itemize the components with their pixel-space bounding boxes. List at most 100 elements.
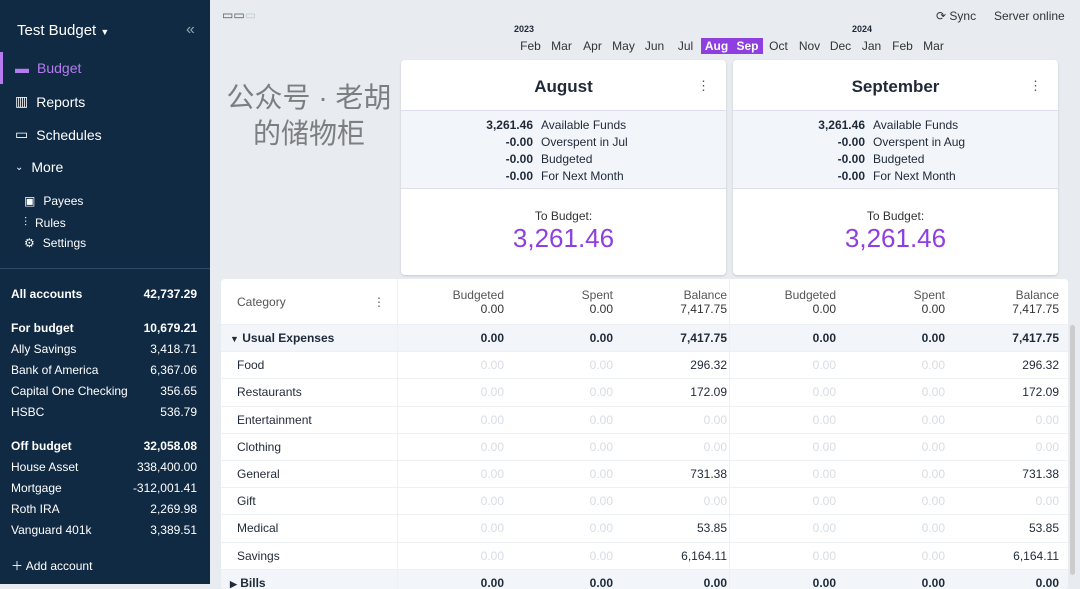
budgeted-cell[interactable]: 0.00 <box>480 494 504 509</box>
budgeted-cell[interactable]: 0.00 <box>812 439 836 454</box>
budgeted-cell[interactable]: 0.00 <box>812 412 836 427</box>
column-header: Balance 7,417.75 <box>613 288 727 316</box>
budgeted-cell[interactable]: 0.00 <box>480 521 504 536</box>
nav-schedules[interactable]: ▭ Schedules <box>15 126 102 143</box>
spent-cell: 0.00 <box>589 494 613 509</box>
nav-settings[interactable]: ⚙ Settings <box>24 236 86 250</box>
account-item[interactable]: Roth IRA 2,269.98 <box>11 502 197 516</box>
budgeted-cell[interactable]: 0.00 <box>480 548 504 563</box>
month-summary-card: September ⋮ 3,261.46 Available Funds -0.00 Ov… <box>733 60 1058 275</box>
spent-cell: 0.00 <box>921 521 945 536</box>
budgeted-cell[interactable]: 0.00 <box>812 548 836 563</box>
month-jun[interactable]: Jun <box>644 39 665 53</box>
column-header: Balance 7,417.75 <box>945 288 1059 316</box>
category-name[interactable]: General <box>237 467 280 482</box>
category-name[interactable]: Food <box>237 358 265 373</box>
label: For Next Month <box>873 169 956 183</box>
category-name[interactable]: Gift <box>237 494 256 509</box>
budgeted-cell[interactable]: 0.00 <box>812 385 836 400</box>
category-header: Category <box>237 294 286 309</box>
sync-button[interactable]: ⟳ Sync <box>936 9 976 23</box>
view-toggle-icons[interactable]: ▭▭▭ <box>222 8 257 22</box>
month-feb[interactable]: Feb <box>520 39 541 53</box>
collapse-sidebar-icon[interactable]: « <box>186 21 195 38</box>
nav-more[interactable]: ⌄ More <box>15 159 63 175</box>
scrollbar[interactable] <box>1070 325 1075 575</box>
budgeted-cell[interactable]: 0.00 <box>480 439 504 454</box>
to-budget-value[interactable]: 3,261.46 <box>844 223 947 253</box>
month-sep[interactable]: Sep <box>732 38 763 54</box>
budgeted-cell[interactable]: 0.00 <box>480 358 504 373</box>
month-mar[interactable]: Mar <box>923 39 944 53</box>
menu-dots-icon[interactable]: ⋮ <box>1029 78 1042 93</box>
to-budget-label: To Budget: <box>534 209 593 223</box>
account-item[interactable]: Vanguard 401k 3,389.51 <box>11 523 197 537</box>
month-nov[interactable]: Nov <box>798 39 821 53</box>
label: For Next Month <box>541 169 624 183</box>
budgeted-cell[interactable]: 0.00 <box>480 385 504 400</box>
account-item[interactable]: Bank of America 6,367.06 <box>11 363 197 377</box>
summary-row: 3,261.46 Available Funds <box>401 117 726 134</box>
budgeted-cell[interactable]: 0.00 <box>812 358 836 373</box>
caret-down-icon[interactable]: ▼ <box>230 334 239 345</box>
balance-cell: 731.38 <box>690 467 727 482</box>
category-name[interactable]: Bills <box>240 575 266 589</box>
budget-name-menu[interactable]: Test Budget ▼ <box>17 22 109 39</box>
account-item[interactable]: House Asset 338,400.00 <box>11 460 197 474</box>
budgeted-cell[interactable]: 0.00 <box>812 521 836 536</box>
account-item[interactable]: HSBC 536.79 <box>11 405 197 419</box>
amount: -0.00 <box>505 169 533 183</box>
month-jan[interactable]: Jan <box>861 39 882 53</box>
account-item[interactable]: Ally Savings 3,418.71 <box>11 342 197 356</box>
sync-icon: ⟳ <box>936 9 947 23</box>
spent-cell: 0.00 <box>921 385 945 400</box>
summary-row: 3,261.46 Available Funds <box>733 117 1058 134</box>
month-mar[interactable]: Mar <box>551 39 572 53</box>
category-name[interactable]: Medical <box>237 521 279 536</box>
account-balance: 338,400.00 <box>136 460 197 474</box>
menu-dots-icon[interactable]: ⋮ <box>373 294 385 309</box>
for-budget[interactable]: For budget 10,679.21 <box>11 321 197 335</box>
category-name[interactable]: Clothing <box>237 439 282 454</box>
category-name[interactable]: Entertainment <box>237 412 312 427</box>
balance-cell: 7,417.75 <box>1012 331 1059 346</box>
nav-budget[interactable]: ▬ Budget <box>15 60 81 76</box>
budgeted-cell[interactable]: 0.00 <box>812 575 836 589</box>
to-budget-value[interactable]: 3,261.46 <box>512 223 615 253</box>
menu-dots-icon[interactable]: ⋮ <box>697 78 710 93</box>
balance-cell: 296.32 <box>1022 358 1059 373</box>
budgeted-cell[interactable]: 0.00 <box>480 575 504 589</box>
budgeted-cell[interactable]: 0.00 <box>812 494 836 509</box>
summary-row: -0.00 For Next Month <box>733 168 1058 185</box>
month-aug[interactable]: Aug <box>701 38 732 54</box>
month-dec[interactable]: Dec <box>829 39 852 53</box>
balance: 32,058.08 <box>143 439 197 453</box>
budgeted-cell[interactable]: 0.00 <box>812 467 836 482</box>
balance-cell: 53.85 <box>1028 521 1059 536</box>
month-feb[interactable]: Feb <box>892 39 913 53</box>
column-label: Budgeted <box>784 287 836 302</box>
account-item[interactable]: Mortgage -312,001.41 <box>11 481 197 495</box>
nav-rules[interactable]: ⫶ Rules <box>24 215 66 230</box>
budgeted-cell[interactable]: 0.00 <box>480 467 504 482</box>
account-item[interactable]: Capital One Checking 356.65 <box>11 384 197 398</box>
off-budget[interactable]: Off budget 32,058.08 <box>11 439 197 453</box>
nav-reports[interactable]: ▥ Reports <box>15 93 85 110</box>
budgeted-cell[interactable]: 0.00 <box>480 412 504 427</box>
month-oct[interactable]: Oct <box>769 39 788 53</box>
category-name[interactable]: Savings <box>237 548 280 563</box>
budgeted-cell[interactable]: 0.00 <box>480 331 504 346</box>
nav-payees[interactable]: ▣ Payees <box>24 194 83 208</box>
account-name: Bank of America <box>11 363 99 377</box>
category-name[interactable]: Restaurants <box>237 385 302 400</box>
column-total: 7,417.75 <box>1012 301 1059 316</box>
month-may[interactable]: May <box>612 39 635 53</box>
month-jul[interactable]: Jul <box>677 39 694 53</box>
category-name[interactable]: Usual Expenses <box>242 331 335 346</box>
add-account-button[interactable]: ＋ Add account <box>11 557 92 574</box>
label: Available Funds <box>873 118 959 132</box>
all-accounts[interactable]: All accounts 42,737.29 <box>11 287 197 301</box>
month-apr[interactable]: Apr <box>583 39 602 53</box>
budgeted-cell[interactable]: 0.00 <box>812 331 836 346</box>
label: Budgeted <box>541 152 593 166</box>
